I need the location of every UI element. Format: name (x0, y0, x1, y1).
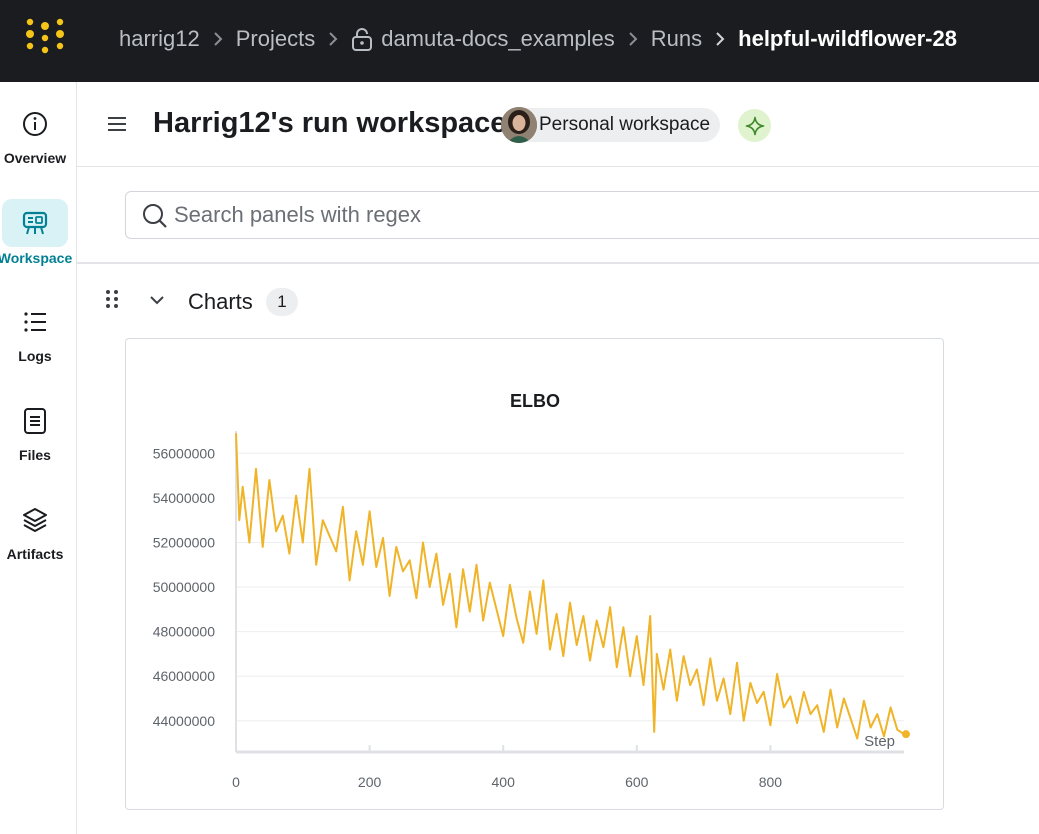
search-icon (142, 203, 168, 234)
sidebar-item-workspace[interactable]: Workspace (0, 199, 73, 266)
x-tick-label: 600 (625, 774, 649, 790)
avatar (501, 107, 537, 143)
y-tick-label: 56000000 (153, 445, 216, 461)
page-title: Harrig12's run workspace (153, 107, 507, 139)
sparkle-icon[interactable] (738, 109, 771, 142)
sidebar-item-label: Logs (18, 348, 52, 364)
left-rail: Overview Workspace Logs Files Artifacts (0, 82, 77, 834)
search-box (125, 191, 1039, 239)
breadcrumb-user[interactable]: harrig12 (119, 26, 200, 51)
chevron-right-icon (327, 31, 339, 47)
sidebar-item-overview[interactable]: Overview (0, 100, 70, 166)
workspace-chip-label: Personal workspace (539, 114, 711, 135)
chevron-down-icon[interactable] (149, 293, 165, 311)
file-icon (2, 397, 68, 445)
panel-count-badge: 1 (266, 288, 298, 316)
sidebar-item-label: Overview (3, 150, 67, 166)
x-tick-label: 0 (232, 774, 240, 790)
search-area (77, 167, 1039, 264)
layers-icon (2, 496, 68, 544)
chevron-right-icon (714, 31, 726, 47)
series-end-point (902, 730, 910, 739)
breadcrumb-run[interactable]: helpful-wildflower-28 (738, 26, 957, 51)
info-icon (2, 100, 68, 148)
charts-section-header: Charts 1 (77, 282, 1039, 322)
sidebar-item-label: Workspace (0, 250, 73, 266)
y-tick-label: 48000000 (153, 624, 216, 640)
wandb-logo-icon[interactable] (24, 17, 66, 57)
chevron-right-icon (212, 31, 224, 47)
breadcrumb: harrig12 Projects damuta-docs_examples R… (119, 0, 957, 78)
list-icon (2, 298, 68, 346)
breadcrumb-projects[interactable]: Projects (235, 26, 316, 51)
workspace-chip[interactable]: Personal workspace (501, 107, 721, 143)
chart-title: ELBO (510, 391, 560, 411)
x-axis-label: Step (864, 733, 895, 750)
sidebar-item-label: Files (19, 447, 51, 463)
menu-icon[interactable] (107, 115, 127, 138)
y-tick-label: 44000000 (153, 713, 216, 729)
top-bar: harrig12 Projects damuta-docs_examples R… (0, 0, 1039, 82)
y-tick-label: 54000000 (153, 490, 216, 506)
sidebar-item-artifacts[interactable]: Artifacts (0, 496, 70, 562)
y-tick-label: 50000000 (153, 579, 216, 595)
breadcrumb-project[interactable]: damuta-docs_examples (381, 26, 615, 51)
elbo-chart: ELBO 44000000 46000000 48000000 50000000 5200… (153, 391, 910, 790)
x-tick-label: 400 (492, 774, 516, 790)
x-tick-label: 200 (358, 774, 382, 790)
breadcrumb-runs[interactable]: Runs (650, 26, 703, 51)
sidebar-item-files[interactable]: Files (0, 397, 70, 463)
sidebar-item-logs[interactable]: Logs (0, 298, 70, 364)
elbo-series-line (235, 433, 905, 740)
y-tick-label: 46000000 (153, 668, 216, 684)
y-tick-label: 52000000 (153, 534, 216, 550)
x-tick-label: 800 (759, 774, 783, 790)
drag-handle-icon[interactable] (105, 289, 119, 314)
workspace-icon (2, 199, 68, 247)
lock-open-icon (351, 27, 373, 51)
chart-panel[interactable]: ELBO 44000000 46000000 48000000 50000000 5200… (125, 338, 944, 810)
workspace-header: Harrig12's run workspace Personal worksp… (77, 82, 1039, 167)
chevron-right-icon (627, 31, 639, 47)
search-input[interactable] (174, 192, 1014, 238)
section-title[interactable]: Charts (188, 289, 253, 314)
sidebar-item-label: Artifacts (6, 546, 64, 562)
